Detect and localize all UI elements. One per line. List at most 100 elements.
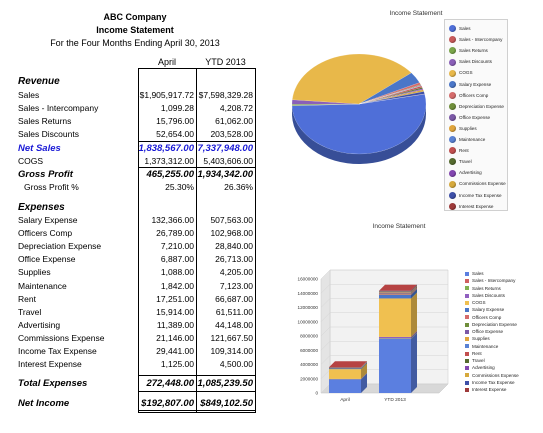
row-label: Commissions Expense (18, 332, 105, 343)
bar-legend-item: Sales - Intercompany (465, 277, 515, 284)
row-label: Sales Discounts (18, 129, 79, 140)
bar-chart-panel: Income Statement 16000000 14000000 1200000… (279, 223, 541, 425)
report-title: Income Statement (96, 25, 174, 35)
bar-segment (329, 379, 361, 393)
pie-slice-cogs (292, 53, 412, 105)
pie-slice-depreciation-expense (358, 84, 422, 105)
bar-segment-side (411, 287, 417, 294)
legend-swatch (449, 114, 456, 122)
legend-swatch (449, 102, 456, 110)
ytd-value: $849,102.50 (200, 398, 253, 409)
row-label: Gross Profit (18, 169, 73, 180)
bar-segment-side (361, 362, 367, 370)
legend-swatch (449, 80, 456, 88)
table-rule (138, 375, 256, 376)
bar-segment-side (411, 287, 417, 294)
legend-label: Interest Expense (472, 387, 507, 392)
gridline-side (320, 312, 331, 322)
bar-segment-side (361, 361, 367, 369)
legend-label: Income Tax Expense (472, 379, 515, 385)
april-value: 6,887.00 (160, 254, 194, 265)
pie-legend-item: Advertising (449, 168, 482, 177)
ytd-value: 28,840.00 (215, 241, 253, 252)
expense-row: Rent 17,251.00 66,687.00 (0, 293, 262, 306)
gridline-side (320, 326, 331, 337)
net-income-row: Net Income $192,807.00 $849,102.50 (0, 397, 262, 410)
income-statement-report: ABC Company Income Statement For the Fou… (0, 0, 262, 433)
bar-legend-item: Commissions Expense (465, 372, 519, 379)
bar-chart-legend: Sales Sales - Intercompany Sales Returns Sa… (465, 270, 541, 395)
legend-swatch (465, 279, 469, 284)
legend-swatch (449, 58, 456, 66)
legend-swatch (449, 91, 456, 99)
bar-legend-item: Travel (465, 357, 485, 364)
bar-segment-side (361, 361, 367, 368)
april-value: 1,373,312.00 (144, 155, 194, 166)
bar-legend-item: Office Expense (465, 328, 503, 335)
pie-chart-panel: Income Statement Sales Sales - Intercompa… (291, 10, 541, 211)
bar-segment (329, 369, 361, 379)
expense-row: Interest Expense 1,125.00 4,500.00 (0, 358, 262, 371)
column-rule (255, 68, 256, 412)
legend-label: Supplies (472, 336, 490, 342)
legend-swatch (449, 202, 456, 210)
ytd-value: $7,598,329.28 (198, 90, 253, 100)
legend-swatch (465, 358, 469, 363)
pie-legend-item: Depreciation Expense (449, 102, 504, 111)
ytd-value: 5,403,606.00 (203, 155, 253, 166)
column-rule (196, 68, 197, 412)
row-label: Income Tax Expense (18, 346, 97, 356)
y-tick-label: 6000000 (300, 348, 318, 353)
y-tick-label: 4000000 (300, 362, 318, 367)
expense-row: Maintenance 1,842.00 7,123.00 (0, 280, 262, 293)
legend-label: Officers Comp (459, 92, 489, 98)
legend-swatch (465, 322, 469, 327)
bar-segment (379, 336, 411, 339)
legend-swatch (449, 69, 456, 77)
april-value: $192,807.00 (141, 398, 194, 409)
legend-swatch (465, 366, 469, 371)
row-label: Gross Profit % (24, 182, 79, 192)
pie-chart (291, 53, 427, 164)
pie-legend-item: Income Tax Expense (449, 191, 502, 200)
column-header-ytd: YTD 2013 (205, 57, 246, 67)
row-label: Sales (18, 90, 40, 100)
column-rule (138, 68, 139, 412)
pie-chart-legend: Sales Sales - Intercompany Sales Returns Sa… (444, 19, 508, 211)
row-label: Office Expense (18, 254, 76, 265)
april-value: 1,125.00 (160, 359, 194, 370)
pie-legend-item: Maintenance (449, 135, 485, 144)
bar-legend-item: Rent (465, 350, 482, 357)
legend-label: Commissions Expense (459, 181, 506, 187)
april-value: 15,914.00 (156, 306, 194, 317)
pie-slice-travel (358, 87, 424, 105)
bar-segment-side (361, 373, 367, 380)
bar-top (329, 361, 367, 368)
legend-swatch (449, 136, 456, 144)
legend-label: Interest Expense (459, 203, 494, 209)
bar-segment-side (361, 362, 367, 369)
bar-segment (379, 291, 411, 293)
bar-segment (379, 338, 411, 393)
table-rule (138, 167, 256, 168)
april-value: 1,088.00 (160, 267, 194, 278)
gridline-side (320, 355, 331, 365)
pie-slice-advertising (358, 88, 424, 105)
gridline-side (320, 341, 331, 351)
april-value: 465,255.00 (146, 169, 194, 180)
gridline-side (320, 298, 331, 308)
revenue-heading: Revenue (0, 75, 262, 88)
legend-label: Commissions Expense (472, 372, 519, 378)
ytd-value: 507,563.00 (210, 215, 253, 225)
y-tick-label: 0 (315, 391, 318, 396)
legend-label: Supplies (459, 125, 477, 131)
row-label: Rent (18, 293, 36, 304)
row-label: Officers Comp (18, 228, 73, 239)
pie-slice-officers-comp (358, 82, 422, 105)
row-label: Maintenance (18, 280, 67, 291)
bar-segment-side (411, 292, 417, 337)
bar-segment-side (361, 373, 367, 393)
row-label: Expenses (18, 201, 65, 213)
bar-legend-item: COGS (465, 299, 486, 306)
legend-label: Maintenance (472, 343, 499, 349)
